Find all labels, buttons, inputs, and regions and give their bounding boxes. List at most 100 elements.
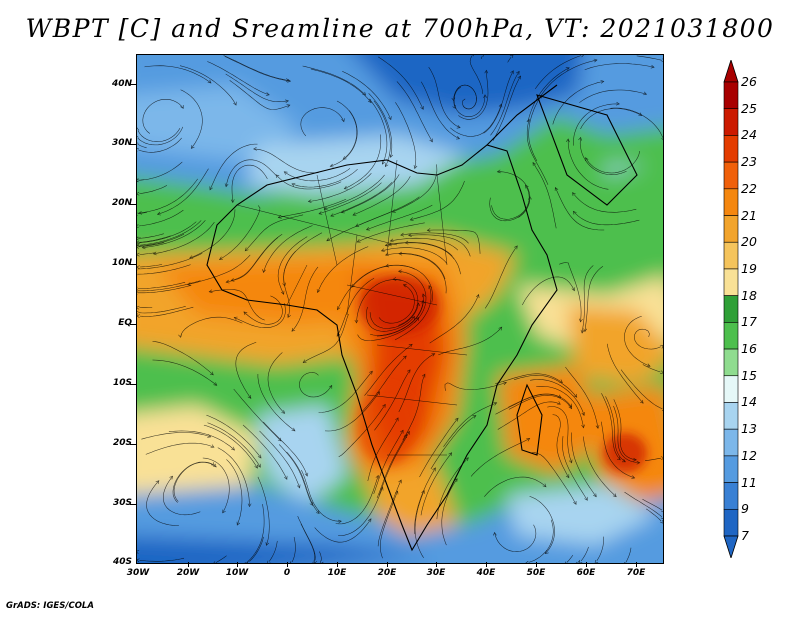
streamline-arrow — [578, 560, 583, 563]
streamline-arrow — [283, 171, 288, 175]
colorbar-swatch — [723, 135, 739, 163]
streamline — [539, 59, 598, 98]
streamline-arrow — [572, 210, 577, 215]
streamline — [231, 164, 268, 203]
streamline-arrow — [352, 212, 357, 216]
streamline-arrow — [225, 279, 230, 284]
streamline-arrow — [612, 493, 617, 498]
streamline-arrow — [254, 464, 258, 469]
streamline-arrow — [509, 55, 514, 58]
lat-label-40s: 40S — [112, 557, 132, 567]
lon-label-40e: 40E — [476, 568, 496, 578]
streamline-arrow — [622, 458, 626, 463]
streamline — [140, 220, 202, 246]
streamline-arrow — [565, 474, 570, 479]
streamline — [565, 366, 599, 429]
streamline-arrow — [137, 265, 140, 269]
lat-tick — [130, 444, 136, 445]
streamline — [410, 180, 465, 221]
streamline — [547, 406, 572, 463]
streamline — [341, 174, 400, 213]
streamline-arrow — [247, 503, 252, 508]
streamline — [168, 430, 235, 451]
chart-title: WBPT [C] and Sreamline at 700hPa, VT: 20… — [25, 14, 775, 43]
streamline-arrow — [431, 353, 436, 357]
streamline-arrow — [409, 217, 414, 221]
streamline-arrow — [190, 145, 195, 149]
streamline-arrow — [643, 91, 648, 96]
streamline — [373, 100, 391, 167]
streamline-arrow — [411, 316, 415, 320]
streamline — [142, 220, 206, 248]
streamline-arrow — [493, 402, 498, 406]
streamline — [489, 196, 530, 222]
streamline-arrow — [316, 289, 321, 294]
streamline-arrow — [257, 463, 261, 468]
streamline — [300, 107, 345, 137]
streamline — [245, 214, 304, 251]
streamline-arrow — [584, 496, 588, 501]
streamline-arrow — [137, 148, 139, 152]
streamline — [580, 108, 642, 130]
streamline-arrow — [218, 256, 223, 260]
streamline-arrow — [382, 403, 386, 408]
streamline-arrow — [285, 99, 289, 104]
streamline — [453, 86, 486, 117]
streamline — [367, 417, 399, 481]
streamline — [267, 352, 285, 414]
streamline — [351, 265, 415, 288]
streamline — [582, 436, 617, 497]
streamline-arrow — [400, 232, 405, 237]
streamline-arrow — [343, 185, 348, 190]
streamline — [225, 159, 277, 187]
streamline — [206, 414, 262, 459]
streamline-arrow — [209, 371, 214, 376]
streamline — [146, 480, 179, 526]
streamline-arrow — [137, 240, 140, 245]
streamline-arrow — [631, 475, 636, 479]
lon-label-10w: 10W — [225, 568, 249, 578]
lon-tick — [586, 562, 587, 567]
streamline — [642, 364, 661, 373]
streamline — [263, 421, 308, 477]
streamline — [528, 519, 554, 563]
streamline-arrow — [379, 486, 384, 491]
streamline — [470, 438, 530, 477]
streamline-arrow — [452, 104, 456, 109]
streamline — [278, 198, 347, 218]
streamline-arrow — [510, 70, 514, 75]
streamline — [366, 306, 415, 332]
lon-label-20e: 20E — [377, 568, 397, 578]
streamline-arrow — [155, 480, 160, 485]
streamline — [427, 229, 481, 254]
streamline-arrow — [661, 137, 663, 141]
streamline — [559, 262, 582, 322]
streamline-arrow — [580, 329, 585, 334]
streamline-arrow — [307, 199, 312, 204]
streamline-arrow — [429, 138, 433, 143]
streamline-arrow — [483, 94, 487, 99]
streamline — [284, 168, 351, 182]
streamline-arrow — [275, 174, 280, 179]
streamline — [402, 374, 426, 441]
streamline — [624, 491, 663, 518]
streamline — [180, 316, 243, 338]
streamline-arrow — [661, 58, 663, 63]
colorbar-label: 24 — [741, 127, 757, 143]
streamline — [310, 68, 372, 103]
streamline — [497, 401, 561, 430]
streamline — [400, 232, 469, 244]
streamline — [319, 551, 322, 561]
colorbar-label: 18 — [741, 287, 757, 303]
streamline-arrow — [564, 561, 567, 563]
streamline — [279, 444, 313, 506]
streamline — [138, 178, 198, 214]
streamline — [226, 459, 243, 526]
colorbar-swatch — [723, 375, 739, 403]
streamline — [394, 285, 432, 341]
streamline-arrow — [296, 484, 301, 489]
streamline — [420, 81, 460, 140]
streamline-arrow — [422, 293, 426, 298]
streamline-arrow — [277, 437, 282, 442]
streamline — [344, 134, 382, 190]
